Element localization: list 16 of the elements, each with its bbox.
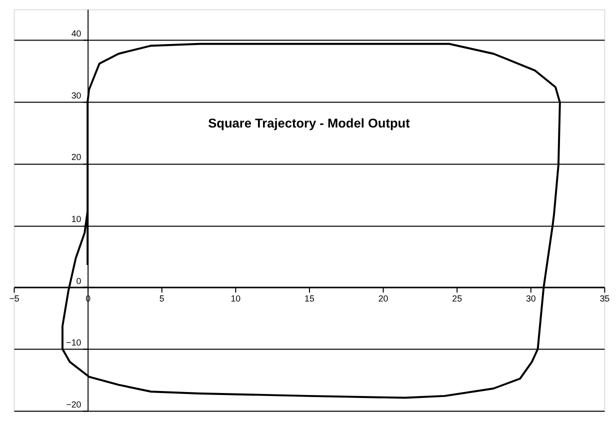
y-tick-label: 10	[71, 214, 82, 224]
y-tick-label: −20	[66, 399, 82, 410]
y-tick-label: −10	[66, 338, 82, 348]
x-tick-label: 10	[230, 293, 241, 304]
y-tick-label: 20	[71, 152, 82, 162]
x-tick-label: 35	[600, 293, 610, 304]
x-tick-label: 5	[159, 293, 164, 304]
y-tick-label: 0	[76, 276, 82, 286]
x-tick-label: 25	[452, 293, 462, 304]
x-tick-label: 30	[526, 293, 536, 304]
text: Square Trajectory - Model Output	[208, 116, 411, 131]
y-tick-label: 40	[71, 28, 82, 39]
x-tick-label: 15	[304, 293, 314, 304]
y-tick-label: 30	[71, 90, 82, 100]
x-tick-label: −5	[9, 293, 20, 304]
x-tick-label: 20	[378, 293, 388, 304]
